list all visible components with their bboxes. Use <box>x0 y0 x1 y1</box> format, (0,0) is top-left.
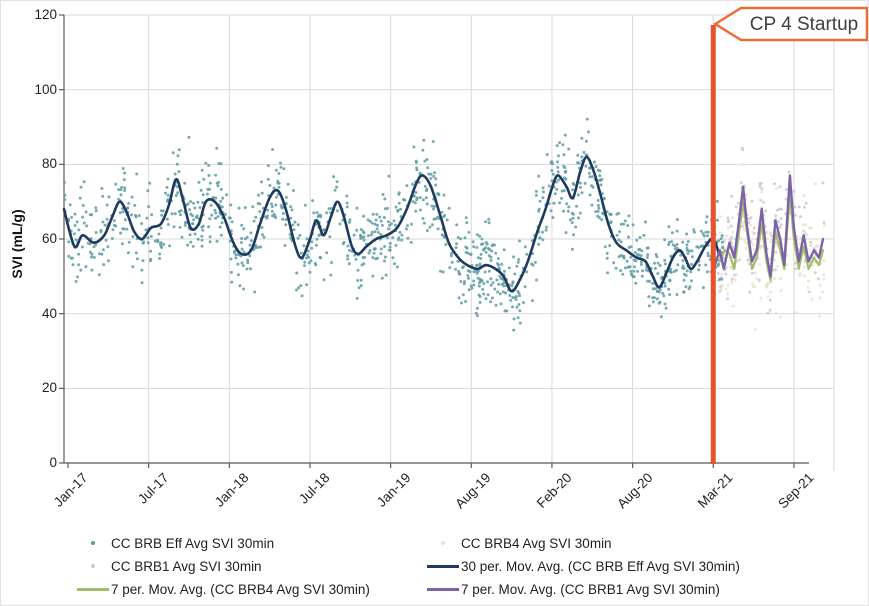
legend-item-30per-mov-avg-eff: 30 per. Mov. Avg. (CC BRB Eff Avg SVI 30… <box>427 555 863 577</box>
ma-line-30-per-mov-avg-cc-brb-eff-avg-svi-30min <box>62 155 721 293</box>
y-tick-label-80: 80 <box>41 156 57 171</box>
axes <box>59 14 809 468</box>
startup-callout-shape <box>712 6 868 42</box>
y-tick-label-60: 60 <box>41 231 57 246</box>
legend-item-cc-brb-eff: CC BRB Eff Avg SVI 30min <box>77 532 427 554</box>
y-tick-label-120: 120 <box>34 7 57 22</box>
scatter-series-cc-brb-eff-avg-svi-30min <box>62 117 725 332</box>
line-marker-icon <box>427 564 459 568</box>
legend-item-7per-mov-avg-brb4: 7 per. Mov. Avg. (CC BRB4 Avg SVI 30min) <box>77 578 427 600</box>
legend-item-7per-mov-avg-brb1: 7 per. Mov. Avg. (CC BRB1 Avg SVI 30min) <box>427 578 863 600</box>
chart-legend: CC BRB Eff Avg SVI 30min CC BRB4 Avg SVI… <box>77 532 863 600</box>
startup-callout-label: CP 4 Startup <box>749 14 859 35</box>
scatter-marker-icon <box>77 564 109 568</box>
scatter-marker-icon <box>427 541 459 545</box>
y-tick-label-0: 0 <box>49 455 57 470</box>
plot-canvas <box>59 6 868 471</box>
line-marker-icon <box>77 587 109 591</box>
y-tick-label-20: 20 <box>41 380 57 395</box>
scatter-series-cc-brb1-avg-svi-30min <box>712 146 826 315</box>
scatter-marker-icon <box>77 541 109 545</box>
ma-line-7-per-mov-avg-cc-brb1-avg-svi-30min <box>713 174 825 278</box>
line-marker-icon <box>427 587 459 591</box>
y-tick-label-100: 100 <box>34 82 57 97</box>
legend-item-cc-brb1: CC BRB1 Avg SVI 30min <box>77 555 427 577</box>
legend-item-cc-brb4: CC BRB4 Avg SVI 30min <box>427 532 863 554</box>
y-tick-label-40: 40 <box>41 306 57 321</box>
